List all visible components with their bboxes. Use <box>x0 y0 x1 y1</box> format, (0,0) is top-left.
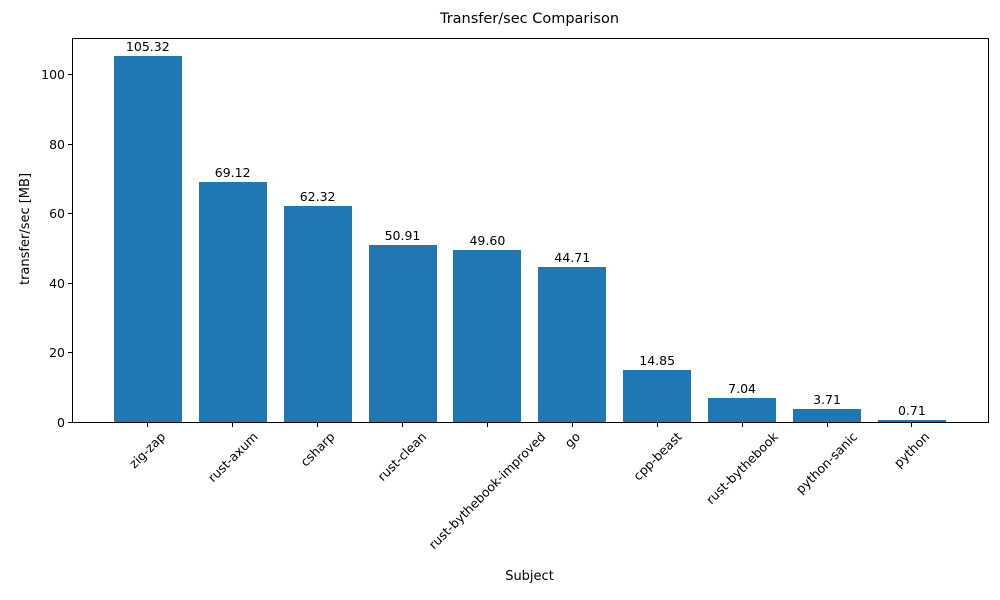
bar <box>877 419 946 422</box>
bar <box>793 409 861 422</box>
bar <box>538 266 607 422</box>
x-tick-mark <box>147 423 149 427</box>
y-axis-label: transfer/sec [MB] <box>18 172 33 286</box>
x-tick-label: python <box>890 429 933 471</box>
bar-value-label: 105.32 <box>125 39 170 55</box>
bar-value-label: 0.71 <box>897 402 926 418</box>
y-tick-mark <box>68 352 72 354</box>
x-tick-mark <box>317 423 319 427</box>
x-axis-label: Subject <box>505 569 554 584</box>
x-tick-label: csharp <box>297 429 338 470</box>
bar <box>623 370 692 422</box>
bar <box>708 397 777 422</box>
y-tick-mark <box>68 213 72 215</box>
y-tick-label: 80 <box>49 136 65 152</box>
x-tick-mark <box>656 423 658 427</box>
bar-value-label: 69.12 <box>214 165 251 180</box>
bar-value-label: 14.85 <box>639 353 676 369</box>
y-tick-mark <box>68 421 72 423</box>
y-tick-label: 100 <box>41 67 65 83</box>
bar-value-label: 50.91 <box>384 228 421 244</box>
bar-value-label: 3.71 <box>813 392 841 408</box>
x-tick-mark <box>486 423 488 427</box>
x-tick-mark <box>741 423 743 427</box>
y-tick-label: 60 <box>49 206 65 222</box>
y-tick-label: 20 <box>49 345 65 361</box>
x-tick-mark <box>571 423 573 427</box>
bar <box>283 205 352 422</box>
x-tick-label: cpp-beast <box>629 429 685 484</box>
y-tick-mark <box>68 143 72 145</box>
x-tick-mark <box>402 423 403 427</box>
x-tick-label: rust-axum <box>204 429 261 485</box>
x-tick-label: rust-bythebook-improved <box>425 429 549 552</box>
bar <box>113 56 182 422</box>
bar-value-label: 7.04 <box>728 380 757 396</box>
plot-area: 0 20 40 60 80 100 105.32 zig-zap 69.12 rust-axum 6… <box>41 38 989 552</box>
bar-value-label: 44.71 <box>554 249 591 265</box>
x-tick-mark <box>911 423 913 427</box>
bar <box>453 249 522 422</box>
x-tick-mark <box>232 423 234 427</box>
bar <box>198 182 267 422</box>
bar <box>368 245 437 422</box>
x-tick-label: rust-bythebook <box>703 429 782 508</box>
y-tick-label: 40 <box>49 275 65 291</box>
bar-value-label: 49.60 <box>469 232 506 248</box>
y-tick-label: 0 <box>57 414 65 430</box>
x-tick-label: rust-clean <box>374 429 430 484</box>
x-tick-mark <box>826 423 828 427</box>
x-tick-label: zig-zap <box>126 429 169 472</box>
y-tick-mark <box>68 74 72 76</box>
y-tick-mark <box>68 282 72 284</box>
x-tick-label: python-sanic <box>792 429 861 497</box>
x-tick-label: go <box>561 429 583 451</box>
chart-title: Transfer/sec Comparison <box>439 11 620 27</box>
bar-value-label: 62.32 <box>299 188 336 204</box>
